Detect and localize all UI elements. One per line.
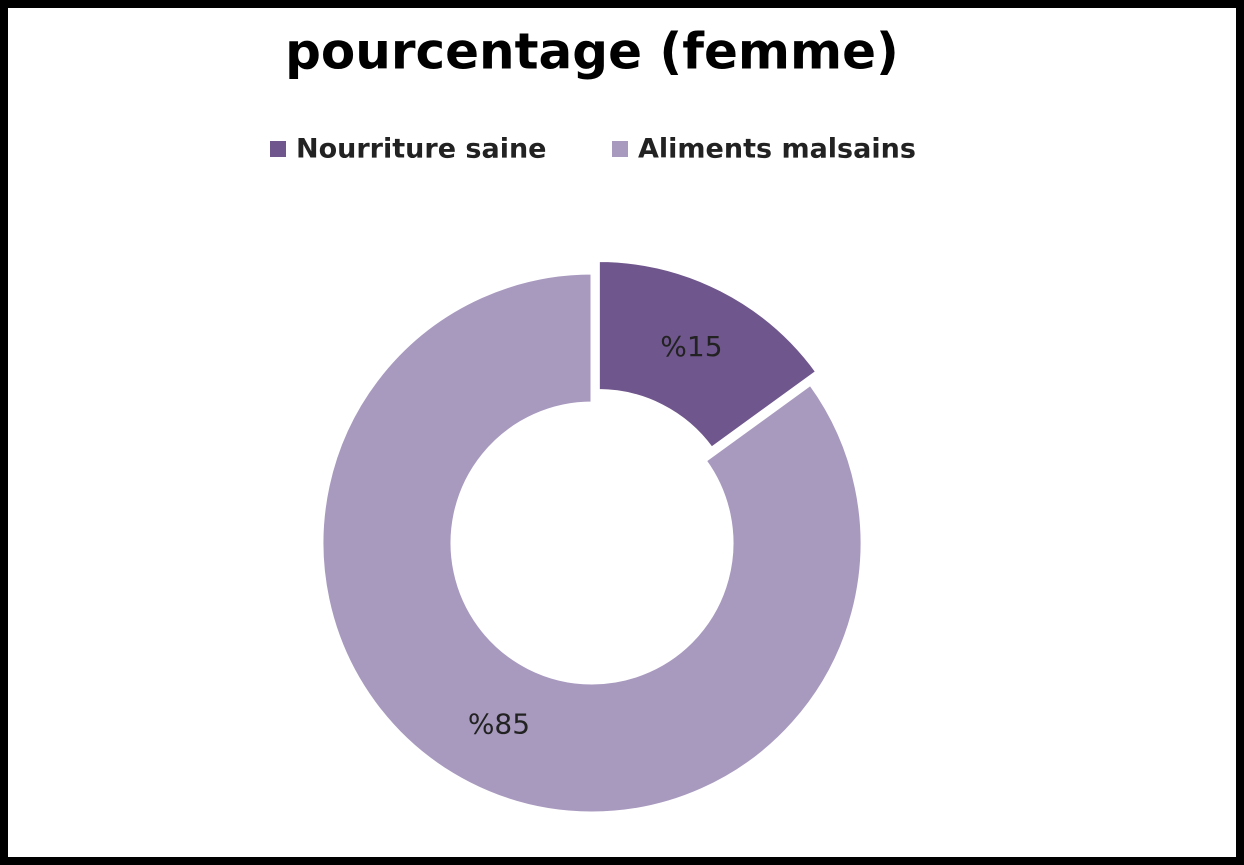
legend-swatch	[612, 141, 628, 157]
legend-label: Aliments malsains	[638, 134, 916, 165]
legend-label: Nourriture saine	[296, 134, 547, 165]
donut-slice	[596, 259, 819, 451]
chart-title: pourcentage (femme)	[285, 23, 899, 81]
legend-swatch	[270, 141, 286, 157]
data-label: %15	[660, 330, 722, 363]
donut-slice	[320, 271, 864, 815]
data-label: %85	[468, 708, 530, 741]
